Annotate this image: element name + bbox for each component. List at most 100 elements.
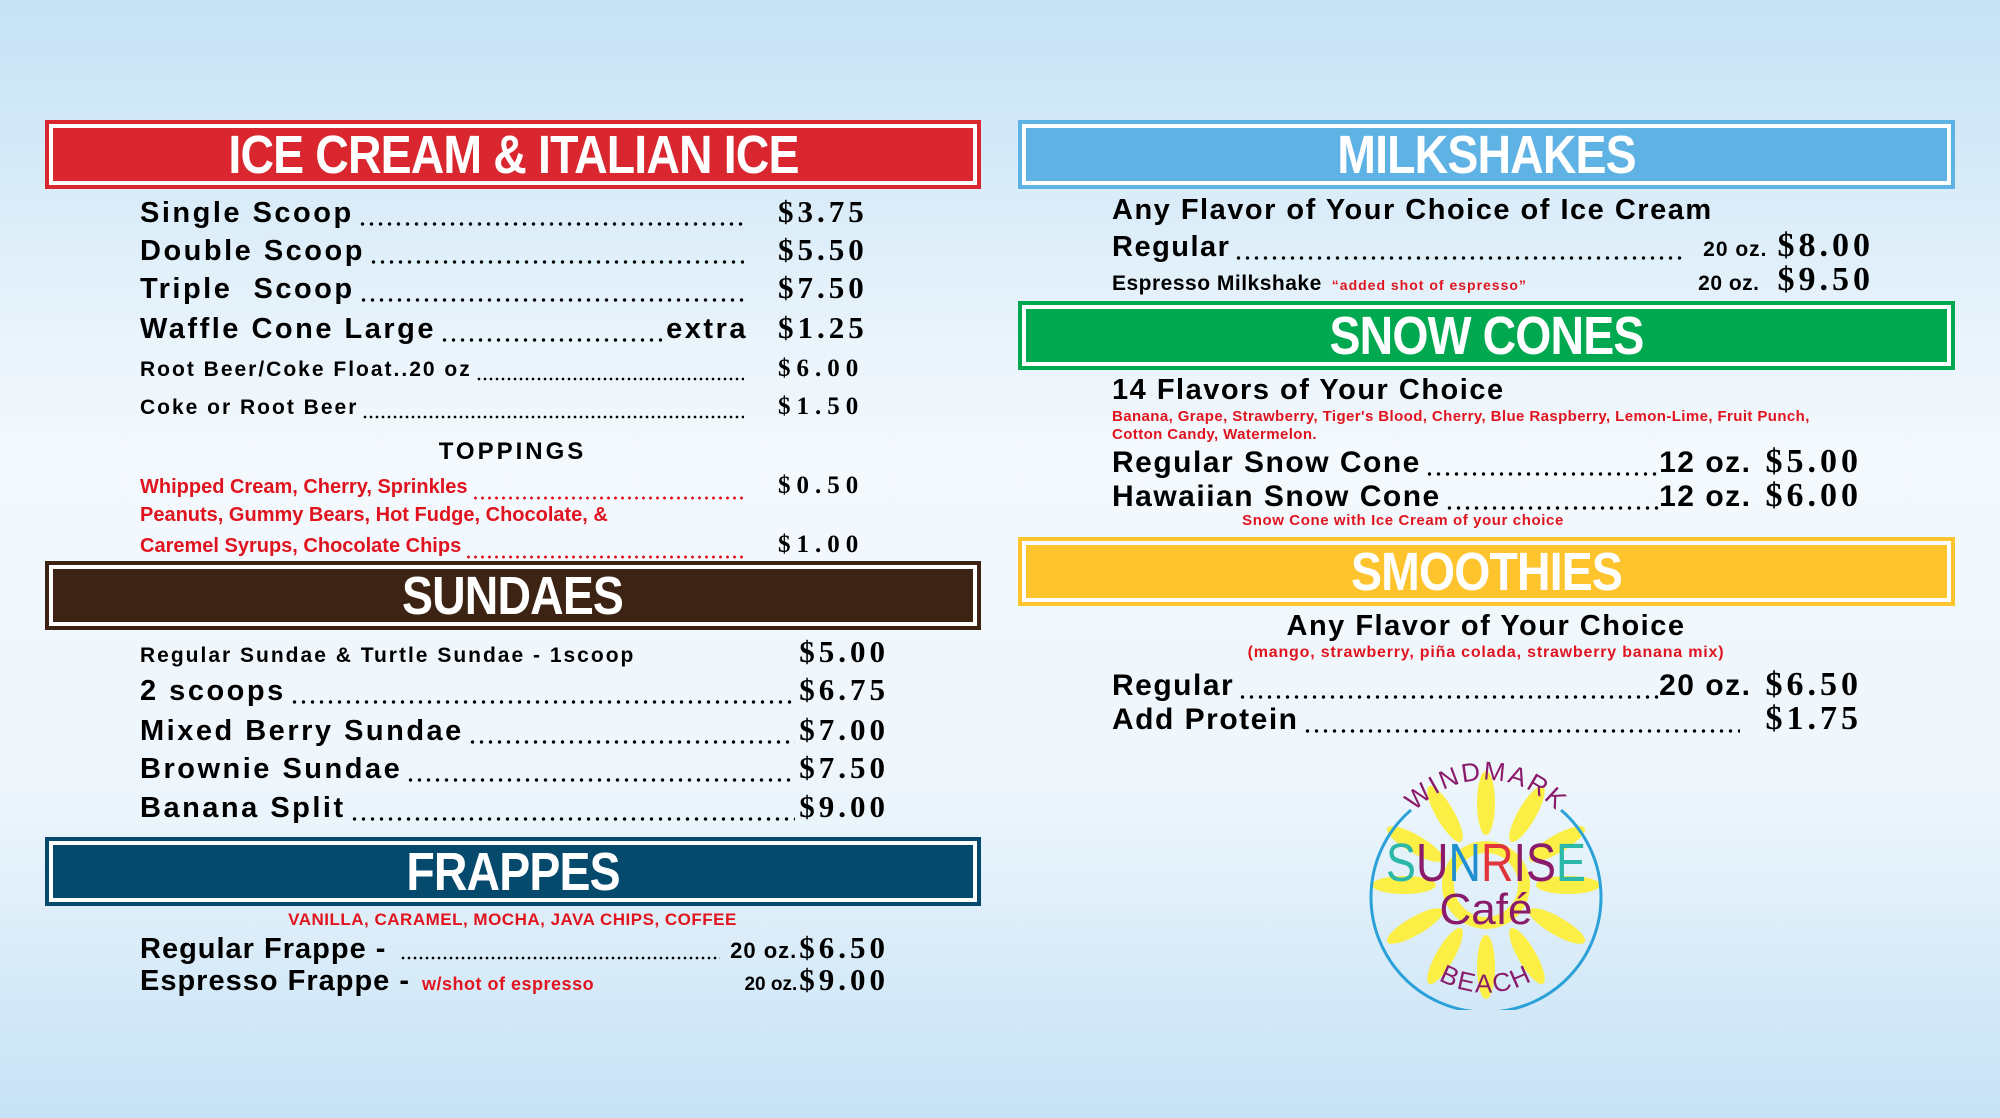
menu-item: Double Scoop $5.50 <box>140 232 889 268</box>
dot-leader <box>1238 667 1660 703</box>
dot-leader <box>362 389 744 425</box>
frappes-header: FRAPPES <box>45 837 981 906</box>
item-price: $9.00 <box>799 789 889 824</box>
menu-item: Single Scoop $3.75 <box>140 194 889 230</box>
item-price: $9.50 <box>1777 261 1874 298</box>
dot-leader <box>349 789 796 825</box>
item-name: Peanuts, Gummy Bears, Hot Fudge, Chocola… <box>140 504 608 526</box>
item-price: $1.75 <box>1765 700 1862 737</box>
item-price: $8.00 <box>1777 227 1874 264</box>
item-size: 20 oz. <box>1698 272 1760 295</box>
menu-item: Waffle Cone Large extra $1.25 <box>140 310 889 346</box>
item-name: Regular Frappe - <box>140 933 387 965</box>
menu-item: Coke or Root Beer $1.50 <box>140 389 889 425</box>
item-price: $9.00 <box>799 962 889 997</box>
item-price: $1.50 <box>778 393 865 420</box>
item-price: $1.25 <box>778 310 868 345</box>
smoothies-header: SMOOTHIES <box>1018 537 1955 606</box>
milkshakes-header: MILKSHAKES <box>1018 120 1955 189</box>
dot-leader <box>406 750 796 786</box>
dot-leader <box>289 672 796 708</box>
menu-item: Root Beer/Coke Float..20 oz $6.00 <box>140 351 889 387</box>
item-price: $1.00 <box>778 531 865 558</box>
sun-icon <box>1372 771 1600 999</box>
item-name: Espresso Frappe - <box>140 965 411 997</box>
toppings-title: TOPPINGS <box>438 438 587 465</box>
topping-item: Whipped Cream, Cherry, Sprinkles $0.50 <box>140 468 889 504</box>
item-price: $5.50 <box>778 232 868 267</box>
logo-text-main: SUNRISE <box>1386 833 1586 893</box>
item-price: $6.75 <box>799 672 889 707</box>
dot-leader <box>471 468 744 504</box>
item-note: “added shot of espresso” <box>1331 277 1527 293</box>
item-price: $7.50 <box>799 750 889 785</box>
menu-item: Regular Sundae & Turtle Sundae - 1scoop $… <box>140 634 889 670</box>
menu-item: Hawaiian Snow Cone 12 oz. $6.00 <box>1112 478 1862 514</box>
item-price: $5.00 <box>799 634 889 669</box>
snow-cone-flavors-continued: Cotton Candy, Watermelon. <box>1112 426 1317 444</box>
smoothie-flavors: (mango, strawberry, piña colada, strawbe… <box>1247 644 1725 661</box>
sunrise-cafe-logo: WINDMARK BEACH SUNRISE Café <box>1369 755 1603 1010</box>
dot-leader <box>1302 701 1740 737</box>
section-title: MILKSHAKES <box>1337 124 1636 185</box>
menu-item: Regular Frappe - 20 oz. $6.50 <box>140 930 889 966</box>
item-name: Hawaiian Snow Cone <box>1112 480 1441 513</box>
item-price: $6.00 <box>1765 477 1862 514</box>
dot-leader <box>467 712 796 748</box>
subtitle: Any Flavor of Your Choice of Ice Cream <box>1112 194 1713 226</box>
item-name: Banana Split <box>140 792 346 824</box>
dot-leader <box>357 194 744 230</box>
menu-item: Regular 20 oz. $6.50 <box>1112 667 1862 703</box>
section-title: SUNDAES <box>402 565 624 626</box>
dot-leader <box>1444 478 1660 514</box>
menu-item: Banana Split $9.00 <box>140 789 889 825</box>
menu-item: Espresso Milkshake “added shot of espress… <box>1112 262 1874 298</box>
item-name: Triple Scoop <box>140 273 355 305</box>
item-suffix: extra <box>666 313 748 345</box>
item-name: Single Scoop <box>140 197 354 229</box>
dot-leader <box>400 930 721 966</box>
dot-leader <box>358 270 744 306</box>
item-price: $3.75 <box>778 194 868 229</box>
item-name: Whipped Cream, Cherry, Sprinkles <box>140 476 468 498</box>
subtitle: 14 Flavors of Your Choice <box>1112 374 1505 406</box>
menu-item: Mixed Berry Sundae $7.00 <box>140 712 889 748</box>
menu-item: Add Protein $1.75 <box>1112 701 1862 737</box>
menu-item: Brownie Sundae $7.50 <box>140 750 889 786</box>
item-size: 12 oz. <box>1659 446 1752 479</box>
item-name: Regular <box>1112 231 1231 263</box>
dot-leader <box>440 310 663 346</box>
item-price: $6.50 <box>799 930 889 965</box>
menu-item: Triple Scoop $7.50 <box>140 270 889 306</box>
section-title: SNOW CONES <box>1329 305 1645 366</box>
topping-item: Caremel Syrups, Chocolate Chips $1.00 <box>140 527 889 563</box>
section-title: FRAPPES <box>406 841 620 902</box>
sundaes-header: SUNDAES <box>45 561 981 630</box>
snow-cone-note: Snow Cone with Ice Cream of your choice <box>1242 512 1564 529</box>
item-name: Brownie Sundae <box>140 753 403 785</box>
menu-item: 2 scoops $6.75 <box>140 672 889 708</box>
dot-leader <box>1424 444 1660 480</box>
item-price: $0.50 <box>778 472 865 499</box>
snow-cone-subtitle: 14 Flavors of Your Choice <box>1112 372 1505 408</box>
item-name: Double Scoop <box>140 235 365 267</box>
snow-cones-header: SNOW CONES <box>1018 301 1955 370</box>
snow-cone-flavors: Banana, Grape, Strawberry, Tiger's Blood… <box>1112 408 1810 426</box>
dot-leader <box>1234 228 1686 264</box>
item-name: Regular <box>1112 669 1235 702</box>
item-name: Waffle Cone Large <box>140 313 437 345</box>
item-name: Regular Sundae & Turtle Sundae - 1scoop <box>140 644 636 667</box>
ice-cream-header: ICE CREAM & ITALIAN ICE <box>45 120 981 189</box>
item-size: 20 oz. <box>1703 238 1768 261</box>
item-price: $6.00 <box>778 355 865 382</box>
item-name: Regular Snow Cone <box>1112 446 1421 479</box>
item-price: $6.50 <box>1765 666 1862 703</box>
item-name: Add Protein <box>1112 703 1299 736</box>
item-name: Root Beer/Coke Float..20 oz <box>140 358 472 381</box>
menu-item: Espresso Frappe - w/shot of espresso 20 oz… <box>140 962 889 998</box>
item-note: w/shot of espresso <box>422 974 595 994</box>
dot-leader <box>368 232 744 268</box>
smoothie-subtitle: Any Flavor of Your Choice <box>1286 610 1686 642</box>
item-price: $5.00 <box>1765 443 1862 480</box>
section-title: ICE CREAM & ITALIAN ICE <box>227 124 799 185</box>
